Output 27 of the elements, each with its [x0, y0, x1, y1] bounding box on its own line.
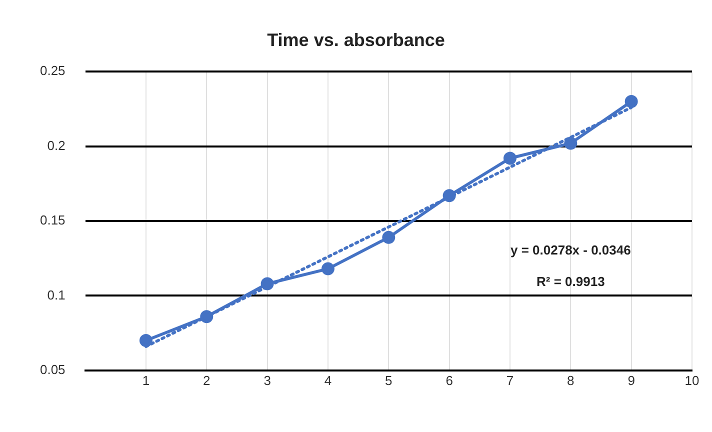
- point: [139, 334, 152, 348]
- x-tick-label: 2: [203, 372, 210, 388]
- point: [321, 262, 334, 276]
- point: [624, 94, 638, 108]
- point: [260, 277, 274, 290]
- y-tick-label: 0.1: [47, 287, 66, 302]
- point: [200, 310, 214, 324]
- y-tick-label: 0.05: [40, 362, 66, 377]
- x-tick-label: 5: [385, 372, 392, 388]
- x-tick-label: 9: [628, 372, 635, 388]
- point: [382, 230, 396, 244]
- point: [503, 152, 516, 165]
- y-tick-label: 0.25: [40, 63, 66, 78]
- chart-title: Time vs. absorbance: [267, 30, 445, 50]
- x-tick-label: 7: [506, 372, 514, 388]
- y-tick-label: 0.15: [40, 212, 66, 228]
- x-tick-label: 4: [324, 372, 332, 388]
- x-tick-label: 3: [264, 372, 271, 388]
- x-tick-label: 1: [142, 372, 150, 388]
- x-tick-label: 6: [446, 372, 453, 388]
- x-tick-label: 8: [567, 372, 574, 388]
- annotation: R² = 0.9913: [536, 274, 605, 289]
- annotation: y = 0.0278x - 0.0346: [510, 242, 631, 258]
- y-tick-label: 0.2: [47, 138, 66, 153]
- point: [442, 189, 456, 202]
- x-tick-label: 10: [684, 372, 700, 388]
- point: [564, 136, 578, 150]
